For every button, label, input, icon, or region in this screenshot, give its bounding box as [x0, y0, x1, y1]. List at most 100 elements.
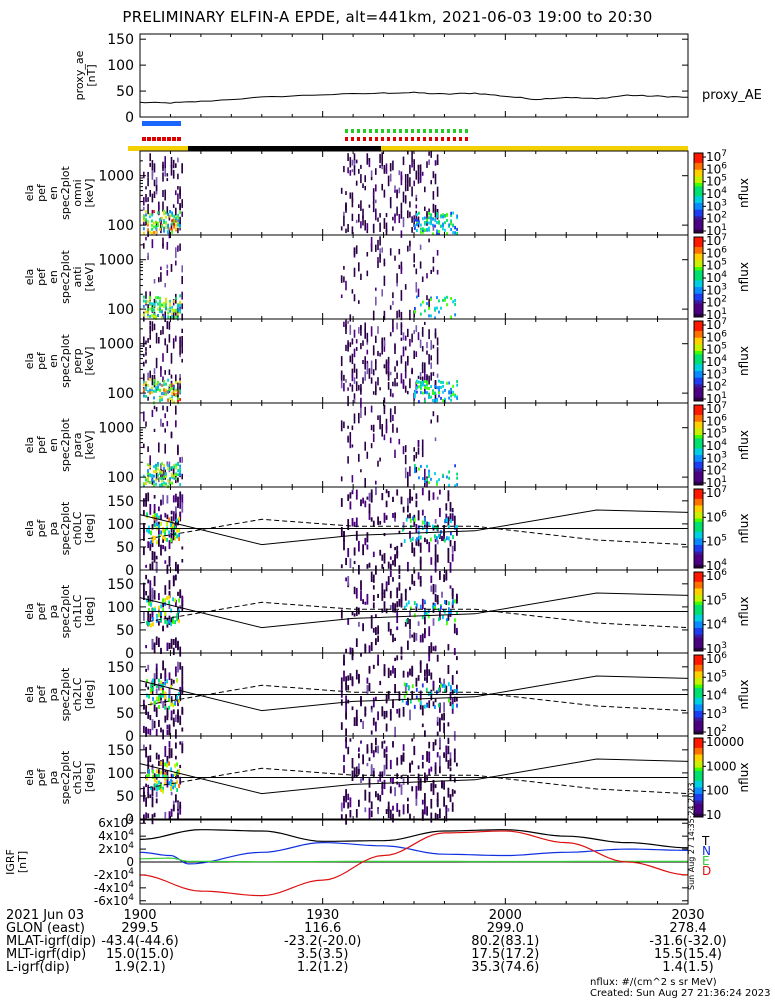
- spec-panel-7-cell: [444, 688, 446, 693]
- spec-panel-3-cell: [149, 370, 151, 379]
- spec-panel-7-cell: [153, 701, 156, 712]
- spec-panel-3-cell: [415, 325, 418, 332]
- spec-panel-1-cell: [419, 164, 422, 176]
- spec-panel-7-cell: [160, 680, 162, 685]
- spec-panel-8-ylabel-line: [deg]: [83, 763, 96, 792]
- spec-panel-4-cell: [147, 478, 149, 482]
- spec-panel-3-cell: [434, 393, 437, 400]
- spec-panel-4-colorbar-tick-label: 106: [706, 413, 727, 428]
- spec-panel-1-cell: [413, 180, 415, 187]
- spec-panel-5-colorbar-cell: [694, 561, 703, 566]
- proxy-ae-ytick-label: 50: [116, 84, 134, 100]
- spec-panel-6-cell: [168, 605, 171, 609]
- spec-panel-8-cell: [166, 755, 169, 765]
- spec-panel-4-cell: [383, 434, 386, 441]
- spec-panel-2-cell: [398, 248, 401, 255]
- spec-panel-5-cell: [417, 510, 420, 521]
- spec-panel-2-cell: [155, 316, 157, 320]
- spec-panel-4-cell: [170, 431, 173, 438]
- spec-panel-3-cell: [147, 372, 149, 381]
- spec-panel-7-cell: [407, 671, 409, 678]
- spec-panel-6-cell: [179, 591, 182, 598]
- spec-panel-8-cell: [358, 763, 360, 772]
- spec-panel-3-cell: [143, 383, 145, 387]
- spec-panel-5-cell: [368, 562, 371, 568]
- spec-panel-3-cell: [440, 396, 442, 400]
- spec-panel-1-colorbar-tick-label: 105: [706, 174, 727, 189]
- spec-panel-8-cell: [358, 753, 360, 759]
- spec-panel-3-cell: [162, 326, 164, 335]
- spec-panel-4-cell: [149, 473, 151, 477]
- spec-panel-3-cell: [149, 391, 151, 395]
- spec-panel-4-cell: [143, 443, 145, 449]
- spec-panel-7-cell: [443, 678, 445, 687]
- spec-panel-1-colorbar-tick-label: 101: [706, 223, 727, 238]
- spec-panel-8-colorbar-cell: [694, 754, 703, 759]
- spec-panel-6-cell: [355, 587, 358, 599]
- spec-panel-6-cell: [175, 637, 177, 648]
- spec-panel-1-cell: [370, 170, 373, 177]
- spec-panel-7-cell: [158, 683, 160, 691]
- status-bar-red-seg: [369, 137, 372, 141]
- spec-panel-1-cell: [422, 230, 424, 234]
- spec-panel-7-cell: [439, 717, 441, 725]
- spec-panel-1-colorbar-cell: [694, 216, 703, 221]
- spec-panel-7-cell: [456, 688, 458, 693]
- status-bar-red-seg: [405, 137, 408, 141]
- spec-panel-3-cell: [383, 340, 386, 347]
- spec-panel-1-cell: [153, 179, 156, 187]
- spec-panel-1-cell: [167, 225, 169, 229]
- spec-panel-1-cell: [351, 226, 354, 234]
- spec-panel-6-cell: [381, 592, 384, 597]
- spec-panel-1-cell: [165, 225, 167, 229]
- spec-panel-6-cell: [439, 609, 441, 620]
- spec-panel-4-cell: [426, 464, 428, 468]
- spec-panel-8-cell: [347, 746, 350, 755]
- spec-panel-6-cell: [445, 600, 448, 605]
- igrf-ytick-label: 2x104: [98, 841, 134, 856]
- spec-panel-6-cell: [150, 623, 152, 628]
- spec-panel-8-cell: [368, 778, 371, 788]
- spec-panel-1-colorbar-cell: [694, 229, 703, 234]
- spec-panel-6-cell: [413, 632, 416, 642]
- spec-panel-1-cell: [404, 183, 407, 192]
- spec-panel-1-cell: [430, 213, 432, 217]
- spec-panel-5-cell: [426, 521, 428, 528]
- spec-panel-4-cell: [379, 415, 381, 422]
- spec-panel-1-cell: [366, 157, 369, 165]
- spec-panel-5-cell: [370, 517, 373, 522]
- spec-panel-7-cell: [385, 710, 388, 718]
- spec-panel-5-cell: [158, 529, 160, 539]
- spec-panel-5-cell: [146, 512, 148, 517]
- spec-panel-1-cell: [404, 174, 407, 184]
- status-bar-red-seg: [152, 137, 156, 141]
- spec-panel-5-cell: [419, 559, 422, 571]
- footer-value-col_2000: 299.0: [487, 921, 524, 936]
- spec-panel-1-cell: [177, 173, 179, 180]
- spec-panel-6-cell: [434, 584, 437, 593]
- spec-panel-2-cell: [161, 310, 163, 314]
- spec-panel-4-cell: [454, 484, 456, 488]
- spec-panel-1-cell: [151, 193, 154, 203]
- spec-panel-2-cell: [151, 302, 153, 306]
- spec-panel-3-cell: [430, 372, 432, 381]
- spec-panel-6-cell: [451, 588, 454, 600]
- spec-panel-4-cell: [360, 469, 362, 473]
- spec-panel-3-cell: [432, 399, 434, 402]
- spec-panel-4-cell: [177, 469, 179, 473]
- spec-panel-6-cell: [372, 602, 375, 609]
- spec-panel-5-cell: [385, 515, 388, 520]
- spec-panel-7-cell: [143, 725, 145, 733]
- spec-panel-4-cell: [177, 473, 179, 477]
- spec-panel-3-cell: [442, 384, 444, 388]
- spec-panel-8-cell: [170, 767, 172, 772]
- spec-panel-7-cell: [443, 722, 445, 734]
- spec-panel-3-cell: [353, 329, 356, 338]
- spec-panel-3-cell: [169, 388, 171, 392]
- spec-panel-6-cell: [145, 591, 147, 596]
- spec-panel-5-cell: [179, 498, 182, 509]
- spec-panel-4-cell: [389, 408, 392, 415]
- proxy-ae-ytick-label: 150: [107, 32, 134, 48]
- spec-panel-5-cell: [349, 501, 352, 510]
- spec-panel-3-colorbar-tick-label: 104: [706, 354, 727, 369]
